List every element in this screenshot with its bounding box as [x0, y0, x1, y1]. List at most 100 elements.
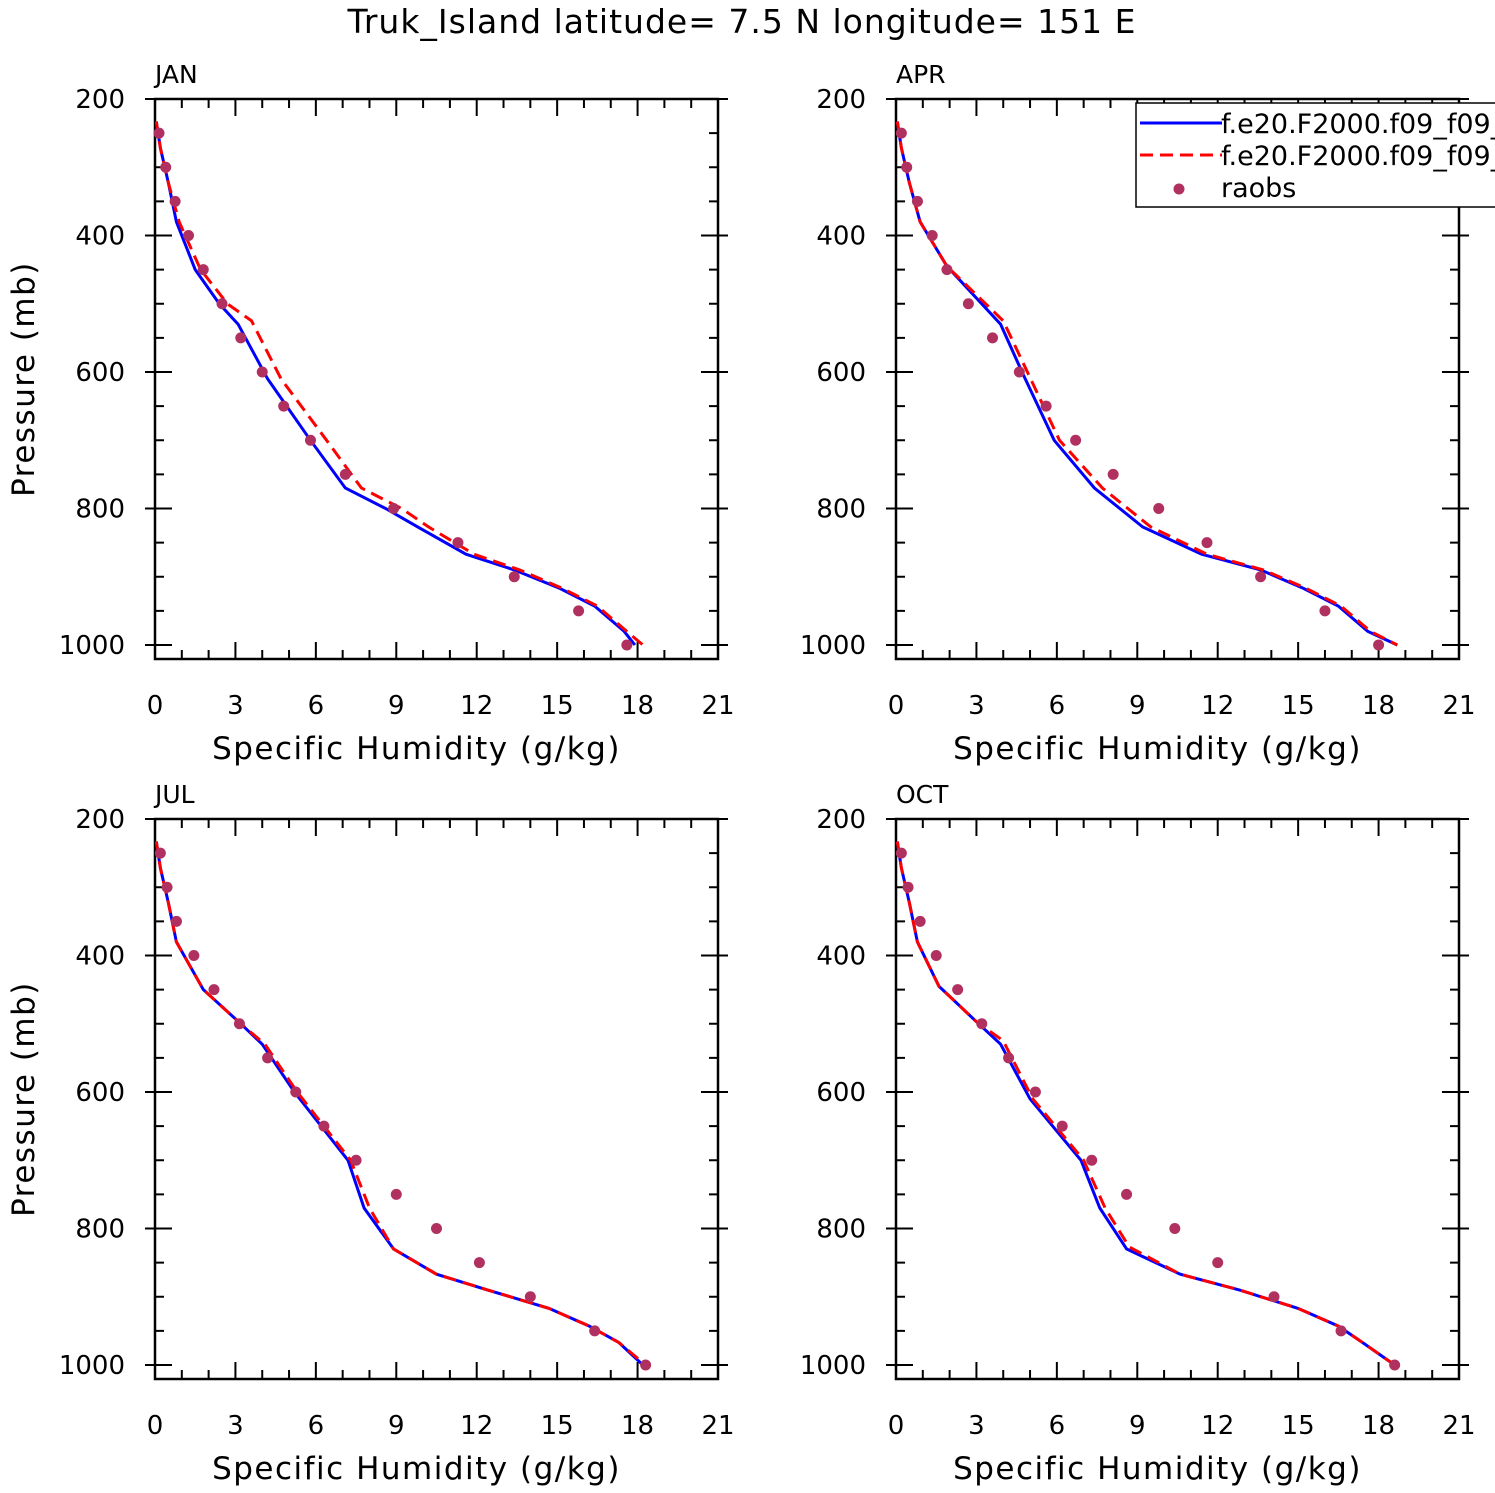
raobs-point: [304, 434, 316, 446]
y-tick-label: 1000: [59, 1351, 125, 1381]
model1-line: [155, 841, 644, 1367]
x-tick-label: 21: [1442, 691, 1475, 721]
raobs-point: [640, 1359, 652, 1371]
legend-label: raobs: [1221, 173, 1296, 204]
raobs-point: [153, 127, 165, 139]
y-tick-label: 200: [75, 805, 125, 835]
x-tick-label: 0: [147, 691, 164, 721]
x-tick-label: 9: [1129, 1411, 1146, 1441]
x-tick-label: 12: [460, 1411, 493, 1441]
raobs-point: [452, 537, 464, 549]
raobs-point: [160, 161, 172, 173]
raobs-point: [1121, 1188, 1133, 1200]
x-tick-label: 3: [227, 1411, 244, 1441]
raobs-point: [901, 161, 913, 173]
x-tick-label: 12: [460, 691, 493, 721]
y-tick-label: 1000: [800, 631, 866, 661]
y-tick-label: 200: [816, 85, 866, 115]
raobs-point: [208, 984, 220, 996]
model2-line: [155, 841, 647, 1367]
x-tick-label: 3: [968, 691, 985, 721]
raobs-point: [170, 915, 182, 927]
raobs-point: [169, 195, 181, 207]
y-tick-label: 200: [75, 85, 125, 115]
x-tick-label: 21: [701, 1411, 734, 1441]
y-axis-label: Pressure (mb): [6, 261, 42, 497]
y-tick-label: 800: [75, 1215, 125, 1245]
x-tick-label: 15: [1282, 691, 1315, 721]
x-axis-label: Specific Humidity (g/kg): [212, 1451, 621, 1487]
x-tick-label: 0: [147, 1411, 164, 1441]
raobs-point: [524, 1291, 536, 1303]
plot-frame: [894, 817, 1461, 1381]
model2-line: [155, 121, 644, 647]
raobs-point: [1040, 400, 1052, 412]
raobs-point: [233, 1018, 245, 1030]
raobs-point: [388, 503, 400, 514]
raobs-point: [1070, 434, 1082, 446]
x-tick-label: 18: [1362, 691, 1395, 721]
raobs-point: [188, 950, 200, 961]
raobs-point: [962, 298, 974, 310]
panel-title: JUL: [153, 780, 195, 809]
raobs-point: [1003, 1052, 1015, 1064]
raobs-point: [941, 264, 953, 276]
x-tick-label: 3: [227, 691, 244, 721]
x-tick-label: 9: [388, 691, 405, 721]
raobs-point: [290, 1086, 302, 1098]
raobs-point: [1255, 571, 1267, 583]
legend-label: f.e20.F2000.f09_f09_1: [1221, 109, 1495, 140]
raobs-point: [390, 1188, 402, 1200]
y-tick-label: 600: [816, 1078, 866, 1108]
raobs-point: [278, 400, 290, 412]
raobs-point: [1373, 639, 1385, 651]
y-tick-label: 400: [75, 942, 125, 972]
raobs-point: [930, 950, 942, 961]
raobs-point: [262, 1052, 274, 1064]
raobs-point: [926, 230, 938, 241]
x-tick-label: 21: [1442, 1411, 1475, 1441]
x-tick-label: 3: [968, 1411, 985, 1441]
legend: f.e20.F2000.f09_f09_1f.e20.F2000.f09_f09…: [1135, 102, 1495, 208]
y-tick-label: 800: [816, 1215, 866, 1245]
raobs-point: [1153, 503, 1165, 514]
raobs-point: [235, 332, 247, 344]
raobs-point: [256, 366, 268, 378]
legend-box: [1135, 102, 1495, 208]
raobs-point: [621, 639, 633, 651]
x-axis-label: Specific Humidity (g/kg): [953, 731, 1362, 767]
y-tick-label: 600: [75, 358, 125, 388]
raobs-point: [154, 847, 166, 859]
x-tick-label: 6: [308, 1411, 325, 1441]
model2-line: [896, 841, 1396, 1367]
x-tick-label: 12: [1201, 691, 1234, 721]
y-tick-label: 400: [816, 942, 866, 972]
raobs-point: [1029, 1086, 1041, 1098]
x-axis-label: Specific Humidity (g/kg): [212, 731, 621, 767]
raobs-point: [902, 881, 914, 893]
raobs-point: [1268, 1291, 1280, 1303]
x-tick-label: 21: [701, 691, 734, 721]
raobs-point: [1056, 1120, 1068, 1132]
x-axis-label: Specific Humidity (g/kg): [953, 1451, 1362, 1487]
raobs-point: [1212, 1257, 1224, 1269]
y-tick-label: 400: [816, 222, 866, 252]
raobs-point: [911, 195, 923, 207]
y-tick-label: 800: [816, 495, 866, 525]
raobs-point: [1013, 366, 1025, 378]
raobs-point: [1335, 1325, 1347, 1337]
raobs-point: [1169, 1223, 1181, 1234]
raobs-point: [895, 127, 907, 139]
legend-marker: [1173, 183, 1185, 195]
raobs-point: [473, 1257, 485, 1269]
raobs-point: [914, 915, 926, 927]
y-tick-label: 1000: [59, 631, 125, 661]
raobs-point: [318, 1120, 330, 1132]
raobs-point: [1389, 1359, 1401, 1371]
y-tick-label: 1000: [800, 1351, 866, 1381]
model1-line: [896, 841, 1396, 1367]
plot-frame: [153, 97, 720, 661]
legend-label: f.e20.F2000.f09_f09_2: [1221, 141, 1495, 172]
